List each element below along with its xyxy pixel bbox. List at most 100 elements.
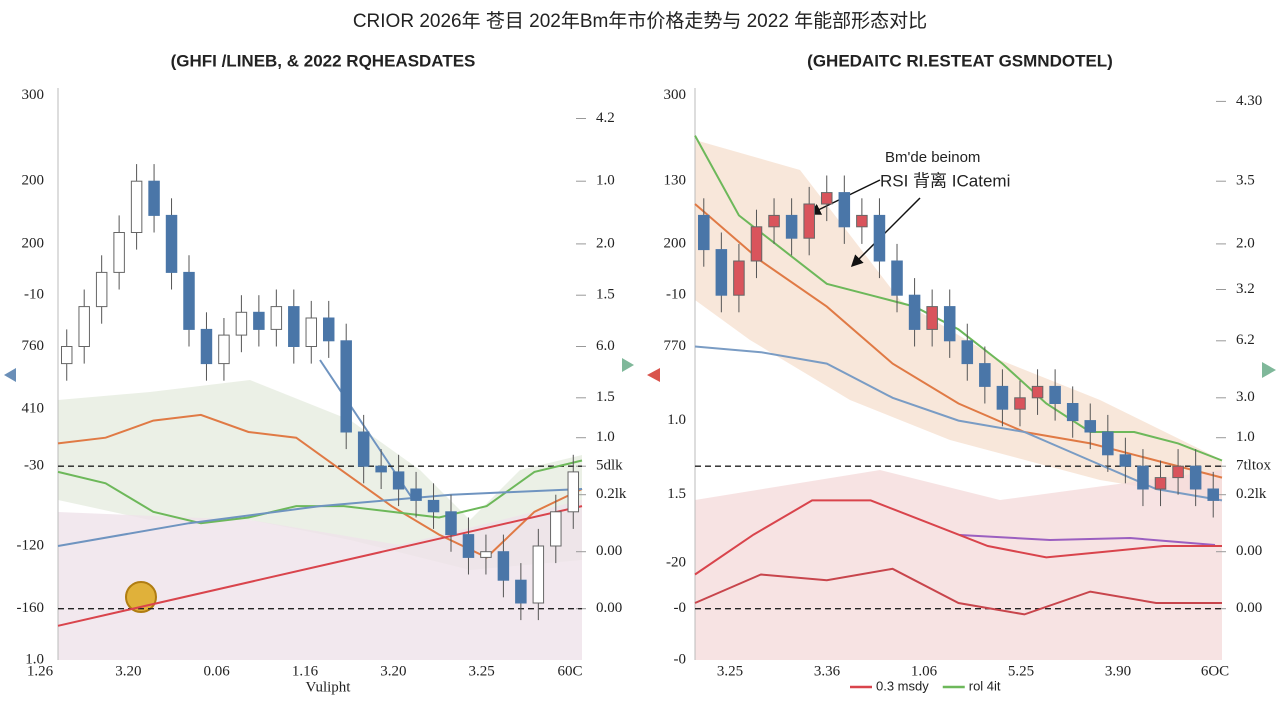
y2-tick-label: 0.00: [596, 543, 622, 559]
chart-title: (GHEDAITC RI.ESTEAT GSMNDOTEL): [807, 51, 1113, 70]
x-tick-label: 3.90: [1105, 663, 1131, 679]
x-tick-label: 3.25: [469, 663, 495, 679]
y-tick-label: 1.0: [25, 651, 44, 667]
candle-body: [183, 271, 195, 330]
y-tick-label: 410: [22, 401, 45, 417]
band: [695, 470, 1222, 660]
line-series: [57, 488, 583, 547]
x-tick-label: 3.20: [380, 663, 406, 679]
x-tick-label: 6OC: [1201, 663, 1229, 679]
y2-tick-label: 1.0: [596, 173, 615, 189]
candle-body: [148, 180, 160, 216]
candle-body: [1031, 385, 1044, 399]
candle-body: [961, 340, 974, 365]
candle-body: [322, 317, 335, 342]
x-tick-label: 1.06: [911, 663, 938, 679]
x-tick-label: 60C: [557, 663, 582, 679]
candle-body: [305, 317, 318, 347]
y-tick-label: 200: [664, 235, 687, 251]
line-series: [694, 203, 1223, 479]
y-tick-label: 770: [664, 338, 687, 354]
candle-body: [340, 340, 352, 433]
candle-body: [873, 214, 886, 262]
y2-tick-label: 3.5: [1236, 173, 1255, 189]
chart-title: (GHFI /LINEB, & 2022 RQHEASDATES: [171, 51, 476, 70]
y2-tick-label: 3.2: [1236, 281, 1255, 297]
candle-body: [838, 192, 851, 228]
candle-body: [427, 499, 440, 513]
y2-tick-label: 7tltox: [1236, 458, 1272, 474]
candle-body: [270, 306, 283, 330]
candle-body: [235, 311, 248, 336]
candle-body: [78, 306, 90, 348]
candle-body: [803, 203, 815, 239]
legend-label: 0.3 msdy: [876, 678, 929, 693]
candle-body: [253, 311, 265, 330]
x-tick-label: 1.16: [292, 663, 319, 679]
candle-body: [733, 260, 745, 296]
x-tick-label: 3.25: [717, 663, 743, 679]
candle-body: [567, 471, 580, 513]
candle-body: [357, 431, 370, 467]
y2-tick-label: 0.2lk: [1236, 486, 1267, 502]
arrow-icon: [622, 358, 634, 372]
candle-body: [462, 534, 475, 558]
y2-tick-label: 2.0: [596, 235, 615, 251]
y-tick-label: 1.0: [667, 412, 686, 428]
line-series: [694, 345, 1223, 502]
candle-body: [218, 334, 230, 365]
annotation-arrow: [850, 197, 921, 268]
candle-body: [785, 214, 798, 239]
line-series: [694, 567, 1222, 616]
candle-body: [113, 232, 125, 273]
y2-tick-label: 2.0: [1236, 235, 1255, 251]
candle-body: [515, 579, 527, 604]
y2-tick-label: 6.2: [1236, 332, 1255, 348]
x-axis-label: Vulipht: [306, 679, 352, 695]
candle-body: [410, 488, 422, 501]
y2-tick-label: 0.00: [596, 600, 622, 616]
y2-tick-label: 1.5: [596, 389, 615, 405]
y2-tick-label: 1.5: [596, 287, 615, 303]
candle-body: [445, 511, 457, 536]
candle-body: [375, 465, 387, 473]
y-tick-label: 1.5: [667, 486, 686, 502]
legend-label: rol 4it: [969, 678, 1001, 693]
y2-tick-label: 0.00: [1236, 600, 1262, 616]
candle-body: [908, 294, 921, 330]
annotation: Bm'de beinom: [885, 149, 980, 166]
line-series: [57, 505, 583, 627]
candle-body: [979, 363, 991, 387]
y-tick-label: -0: [674, 600, 687, 616]
page-title: CRIOR 2026年 苍目 202年Bm年市价格走势与 2022 年能部形态对…: [353, 10, 927, 32]
candle-body: [480, 551, 492, 558]
candle-body: [497, 551, 510, 581]
candle-body: [550, 511, 562, 547]
trend-line: [959, 534, 1216, 546]
candle-body: [996, 385, 1009, 410]
line-series: [694, 135, 1223, 462]
candle-body: [1066, 403, 1079, 422]
y-tick-label: 300: [664, 87, 687, 103]
candle-body: [532, 545, 545, 604]
candle-body: [392, 471, 405, 490]
candle-body: [891, 260, 903, 296]
x-tick-label: 3.20: [115, 663, 141, 679]
candle-body: [820, 192, 833, 205]
arrow-icon: [4, 368, 16, 382]
y2-tick-label: 3.0: [1236, 389, 1255, 405]
y2-tick-label: 0.00: [1236, 543, 1262, 559]
candle-body: [768, 214, 780, 228]
candle-body: [943, 306, 956, 342]
x-tick-label: 5.25: [1008, 663, 1034, 679]
candle-body: [1102, 431, 1114, 456]
candle-body: [165, 214, 178, 273]
y-tick-label: 200: [22, 173, 45, 189]
y-tick-label: -10: [24, 287, 44, 303]
y-tick-label: -120: [17, 537, 45, 553]
candle-body: [1207, 488, 1219, 501]
candle-body: [200, 328, 213, 365]
candle-body: [1049, 385, 1061, 404]
x-tick-label: 1.26: [27, 663, 54, 679]
x-tick-label: 0.06: [204, 663, 231, 679]
